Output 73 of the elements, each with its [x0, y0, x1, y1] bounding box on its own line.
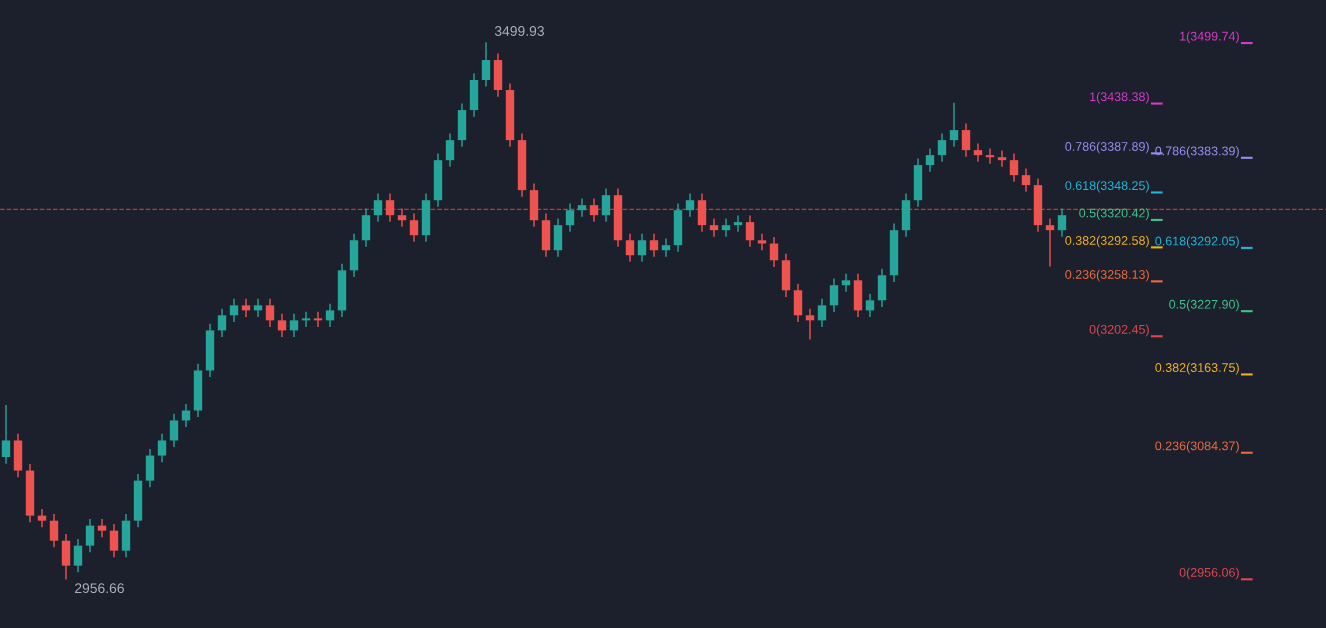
candlestick	[157, 433, 167, 463]
candlestick	[409, 213, 419, 242]
ref-line-label: 1(3499.74)	[1180, 31, 1239, 44]
candlestick	[949, 102, 959, 147]
candlestick	[757, 233, 767, 251]
candlestick	[841, 273, 851, 292]
ref-line-label: 0.382(3292.58)	[1065, 235, 1149, 248]
candlestick	[37, 509, 47, 528]
candlestick	[973, 143, 983, 162]
candlestick	[577, 198, 587, 217]
candlestick	[445, 133, 455, 167]
candlestick	[937, 133, 947, 162]
candlestick	[385, 193, 395, 222]
candlestick	[109, 524, 119, 558]
candlestick	[1, 405, 11, 464]
candlestick	[601, 188, 611, 222]
candlestick	[373, 193, 383, 222]
ref-line-label: 1(3438.38)	[1090, 91, 1149, 104]
ref-line-label: 0.382(3163.75)	[1155, 362, 1239, 375]
candlestick	[745, 215, 755, 247]
candlestick	[721, 218, 731, 237]
ref-line-label: 0.5(3227.90)	[1169, 299, 1239, 312]
ref-line-label: 0.618(3348.25)	[1065, 180, 1149, 193]
candlestick	[169, 413, 179, 448]
ref-line-label: 0(2956.06)	[1179, 567, 1239, 580]
candlestick	[769, 236, 779, 267]
candlestick	[325, 303, 335, 327]
candlestick	[985, 148, 995, 164]
candlestick	[625, 233, 635, 262]
candlestick	[229, 298, 239, 322]
candlestick	[649, 233, 659, 257]
candlestick	[1021, 168, 1031, 192]
candlestick	[865, 293, 875, 317]
candlestick	[805, 308, 815, 340]
ref-line-label: 0.786(3383.39)	[1155, 146, 1239, 158]
candlestick	[397, 208, 407, 227]
candlestick	[829, 278, 839, 312]
candlestick	[181, 403, 191, 428]
text: 2956.66	[75, 583, 124, 594]
candlestick	[49, 514, 59, 548]
candlestick	[661, 238, 671, 257]
candlestick	[241, 298, 251, 317]
candlestick	[73, 539, 83, 573]
candlestick	[925, 148, 935, 172]
candlestick	[85, 518, 95, 553]
candlestick	[1045, 218, 1055, 267]
ref-line-label: 0.618(3292.05)	[1155, 236, 1239, 248]
candlestick	[709, 218, 719, 237]
candlestick	[589, 198, 599, 222]
candlestick	[997, 150, 1007, 167]
candlestick	[733, 215, 743, 232]
candlestick	[817, 298, 827, 327]
candlestick	[217, 308, 227, 338]
candlestick	[97, 518, 107, 538]
candlestick	[685, 193, 695, 217]
candlestick	[1009, 153, 1019, 182]
candlestick	[265, 298, 275, 327]
candlestick	[253, 298, 263, 317]
ref-line-label: 0.786(3387.89)	[1065, 141, 1149, 154]
text: 3499.93	[494, 26, 544, 36]
candlestick	[481, 42, 491, 87]
candlestick	[1057, 208, 1067, 237]
candlestick	[277, 313, 287, 338]
candlestick	[301, 311, 311, 327]
candlestick	[637, 233, 647, 262]
ref-line-label: 0.236(3084.37)	[1155, 441, 1239, 453]
candlestick	[289, 313, 299, 338]
ref-line-label: 0.5(3320.42)	[1079, 208, 1149, 220]
candlestick	[313, 311, 323, 327]
candlestick	[961, 123, 971, 157]
ref-line-label: 0(3202.45)	[1089, 324, 1149, 337]
ref-line-label: 0.236(3258.13)	[1065, 269, 1149, 282]
candlestick	[565, 203, 575, 232]
